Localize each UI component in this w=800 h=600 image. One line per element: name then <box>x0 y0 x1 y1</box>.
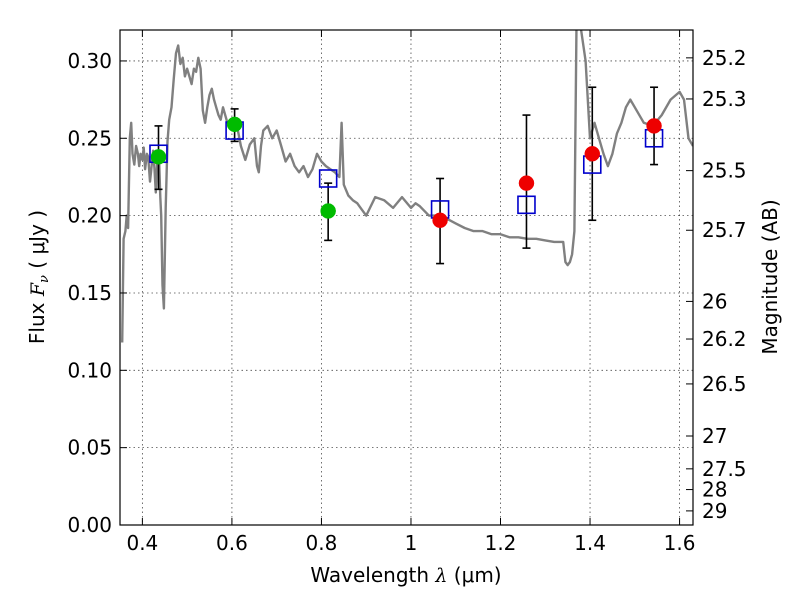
x-tick-label: 1.2 <box>485 531 517 555</box>
y2-tick-label: 25.5 <box>702 159 747 183</box>
axis-ticks: 0.4 0.6 0.8 1 1.2 1.4 1.6 0.00 0.05 0.10 0.15 0.20 0… <box>67 30 747 555</box>
x-tick-label: 0.6 <box>216 531 248 555</box>
observed-point <box>226 116 243 133</box>
y2-tick-label: 28 <box>702 478 727 502</box>
y-tick-label: 0.15 <box>67 281 112 305</box>
observed-photometry-points <box>150 116 662 229</box>
y2-tick-label: 25.7 <box>702 218 747 242</box>
model-photometry-square <box>517 195 536 215</box>
observed-point <box>432 212 448 229</box>
observed-point <box>646 118 662 134</box>
error-bars <box>154 86 659 265</box>
y2-tick-label: 29 <box>702 499 727 523</box>
y2-tick-label: 25.3 <box>702 87 747 111</box>
y-tick-label: 0.20 <box>67 204 112 228</box>
x-tick-label: 0.4 <box>126 531 158 555</box>
observed-point <box>150 149 167 165</box>
x-tick-label: 0.8 <box>306 531 338 555</box>
grid-lines <box>120 30 693 525</box>
x-tick-label: 1 <box>405 531 418 555</box>
y2-tick-label: 26.2 <box>702 327 747 351</box>
y-tick-label: 0.25 <box>67 126 112 150</box>
y-axis-title: Flux Fν ( μJy ) <box>25 210 52 344</box>
y2-tick-label: 26 <box>702 289 727 313</box>
plot-frame <box>119 29 694 526</box>
y-tick-label: 0.30 <box>67 49 112 73</box>
x-axis-title: Wavelength λ (μm) <box>310 563 501 587</box>
y2-tick-label: 27 <box>702 424 727 448</box>
observed-point <box>320 203 336 219</box>
y2-tick-label: 26.5 <box>702 372 747 396</box>
x-tick-label: 1.4 <box>574 531 606 555</box>
y2-tick-label: 27.5 <box>702 457 747 481</box>
y-tick-label: 0.05 <box>67 436 112 460</box>
y-tick-label: 0.10 <box>67 358 112 382</box>
model-photometry-square <box>318 169 338 188</box>
y2-axis-title: Magnitude (AB) <box>758 199 782 354</box>
y2-tick-label: 25.2 <box>702 46 747 70</box>
x-tick-label: 1.6 <box>664 531 696 555</box>
y-tick-label: 0.00 <box>67 513 112 537</box>
observed-point <box>518 175 535 191</box>
axes-frame <box>119 29 694 526</box>
observed-point <box>584 146 601 162</box>
